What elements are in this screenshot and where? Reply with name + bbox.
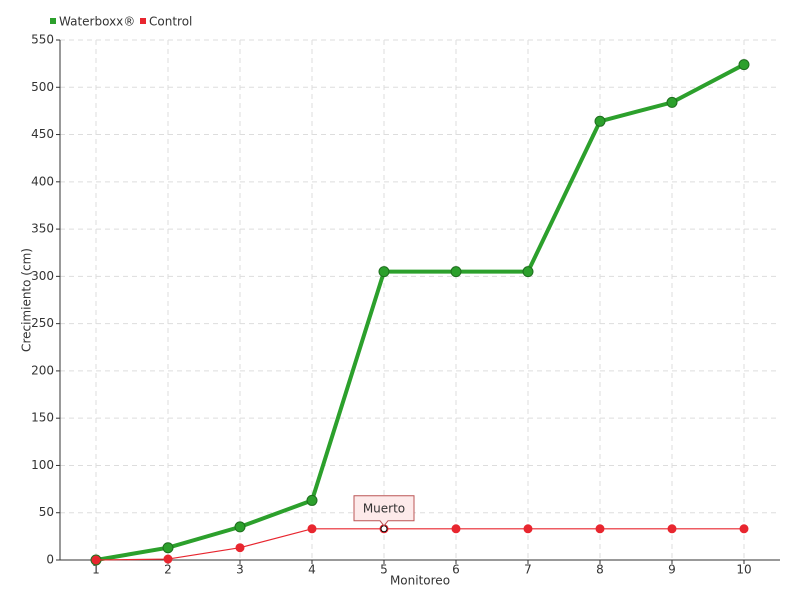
point [451,524,461,534]
annotation-box [353,495,415,527]
point [739,524,749,534]
point [595,524,605,534]
x-tick-label: 6 [452,563,460,577]
y-tick-label: 550 [31,33,54,47]
point [235,543,245,553]
point [523,524,533,534]
legend-label: Waterboxx® [59,15,135,29]
point [91,555,101,565]
annotation: Muerto [363,501,405,515]
point [162,542,174,554]
annotation-point [380,525,388,533]
x-tick-label: 2 [164,563,172,577]
point [306,494,318,506]
x-tick-label: 7 [524,563,532,577]
x-tick-label: 10 [736,563,751,577]
point [307,524,317,534]
point [666,96,678,108]
legend-swatch [50,18,56,24]
point [234,521,246,533]
x-axis-label: Monitoreo [390,574,450,588]
series-line [95,528,744,561]
x-tick-label: 4 [308,563,316,577]
x-tick-label: 8 [596,563,604,577]
legend-label: Control [149,15,192,29]
y-tick-label: 500 [31,80,54,94]
y-tick-label: 450 [31,127,54,141]
point [450,266,462,278]
x-tick-label: 3 [236,563,244,577]
y-tick-label: 350 [31,222,54,236]
legend-swatch [140,18,146,24]
y-tick-label: 50 [39,505,54,519]
y-tick-label: 400 [31,174,54,188]
point [522,266,534,278]
point [163,554,173,564]
y-tick-label: 0 [46,553,54,567]
point [594,115,606,127]
y-tick-label: 300 [31,269,54,283]
y-axis-label: Crecimiento (cm) [20,248,34,352]
x-tick-label: 9 [668,563,676,577]
x-tick-label: 1 [92,563,100,577]
y-tick-label: 200 [31,363,54,377]
point [667,524,677,534]
point [378,266,390,278]
x-tick-label: 5 [380,563,388,577]
point [738,59,750,71]
y-tick-label: 150 [31,411,54,425]
y-tick-label: 250 [31,316,54,330]
series-line [95,62,745,562]
y-tick-label: 100 [31,458,54,472]
